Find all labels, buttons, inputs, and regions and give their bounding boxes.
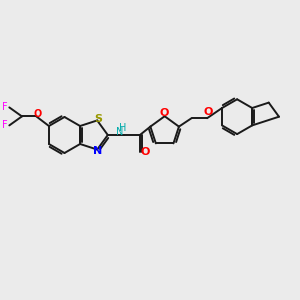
Text: O: O [203,107,212,117]
Text: S: S [94,114,102,124]
Text: N: N [116,127,123,137]
Text: H: H [119,123,127,134]
Text: O: O [34,109,42,119]
Text: O: O [159,108,169,118]
Text: F: F [2,120,8,130]
Text: F: F [2,102,8,112]
Text: O: O [141,146,150,157]
Text: N: N [93,146,102,156]
